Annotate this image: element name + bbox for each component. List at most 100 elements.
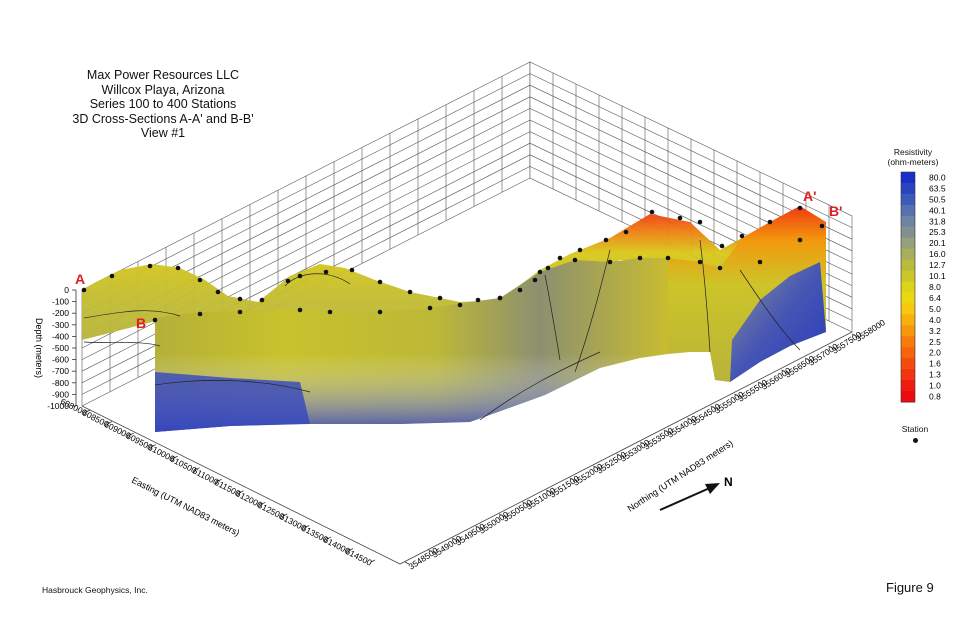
station-marker (197, 311, 203, 317)
legend-swatch (901, 270, 915, 283)
north-label: N (724, 475, 733, 489)
legend-value-label: 50.5 (929, 194, 946, 204)
legend-swatch (901, 314, 915, 326)
legend-swatch (901, 182, 915, 195)
legend-value-label: 25.3 (929, 227, 946, 237)
legend-value-label: 31.8 (929, 216, 946, 226)
legend-value-label: 0.8 (929, 392, 941, 402)
station-marker (147, 263, 153, 269)
legend-value-label: 3.2 (929, 326, 941, 336)
legend-value-label: 10.1 (929, 271, 946, 281)
station-marker (237, 296, 243, 302)
station-marker (607, 259, 613, 265)
title-line: Willcox Playa, Arizona (101, 82, 225, 97)
legend-swatch (901, 259, 915, 272)
station-marker (109, 273, 115, 279)
station-marker (81, 287, 87, 293)
legend-value-label: 16.0 (929, 249, 946, 259)
station-marker (377, 309, 383, 315)
legend-value-label: 63.5 (929, 183, 946, 193)
legend-title-line1: Resistivity (893, 147, 933, 157)
legend-swatch (901, 172, 915, 184)
legend-value-label: 80.0 (929, 172, 946, 182)
station-marker (437, 295, 443, 301)
station-marker (767, 219, 773, 225)
station-marker (577, 247, 583, 253)
legend-value-label: 1.6 (929, 359, 941, 369)
station-marker (797, 237, 803, 243)
section-right-surface (668, 206, 826, 382)
station-marker (572, 257, 578, 263)
north-arrow-icon: N (659, 475, 733, 511)
legend-title-line2: (ohm-meters) (887, 157, 939, 167)
station-marker (717, 265, 723, 271)
station-legend-label: Station (901, 424, 929, 434)
station-marker (475, 297, 481, 303)
station-marker (152, 317, 158, 323)
legend-value-label: 40.1 (929, 205, 946, 215)
station-marker (323, 269, 329, 275)
legend-title: Resistivity (ohm-meters) (878, 147, 948, 167)
legend-swatch (901, 215, 915, 228)
legend-swatch (901, 226, 915, 239)
depth-tick-label: -700 (52, 366, 69, 376)
depth-tick-label: -100 (52, 297, 69, 307)
depth-tick-label: -200 (52, 308, 69, 318)
depth-axis-label: Depth (meters) (34, 318, 44, 378)
station-marker (457, 302, 463, 308)
northing-tick-label: 3558000 (854, 317, 887, 344)
credit-text: Hasbrouck Geophysics, Inc. (42, 585, 148, 595)
label-b: B (136, 315, 146, 331)
station-marker (797, 205, 803, 211)
station-marker (349, 267, 355, 273)
station-marker (537, 269, 543, 275)
label-b-prime: B' (829, 203, 842, 219)
label-a: A (75, 271, 85, 287)
floor-outline (81, 331, 853, 565)
easting-tick-label: 614500 (344, 546, 374, 568)
depth-tick-label: 0 (64, 285, 69, 295)
legend-swatch (901, 281, 915, 293)
title-line: 3D Cross-Sections A-A' and B-B' (72, 111, 254, 126)
legend-value-label: 20.1 (929, 238, 946, 248)
station-marker (215, 289, 221, 295)
station-marker (517, 287, 523, 293)
legend-swatch (901, 336, 915, 348)
title-block: Max Power Resources LLC Willcox Playa, A… (38, 68, 288, 141)
station-marker (497, 295, 503, 301)
station-marker (297, 307, 303, 313)
station-marker (327, 309, 333, 315)
station-dot-icon (912, 438, 918, 443)
station-marker (259, 297, 265, 303)
legend-swatch (901, 380, 915, 392)
station-marker (557, 255, 563, 261)
legend-value-label: 6.4 (929, 293, 941, 303)
legend-value-label: 1.3 (929, 370, 941, 380)
station-marker (739, 233, 745, 239)
legend-swatch (901, 391, 915, 403)
title-line: View #1 (140, 126, 186, 140)
label-a-prime: A' (803, 188, 816, 204)
depth-tick-label: -900 (52, 389, 69, 399)
station-marker (677, 215, 683, 221)
section-labels: A B A' B' (75, 188, 842, 331)
depth-tick-label: -400 (52, 331, 69, 341)
legend-swatch (901, 204, 915, 217)
station-marker (665, 255, 671, 261)
legend-value-label: 4.0 (929, 315, 941, 325)
legend-swatch (901, 193, 915, 206)
title-line: Max Power Resources LLC (86, 68, 240, 82)
station-legend: Station (893, 424, 937, 443)
station-marker (697, 219, 703, 225)
station-marker (427, 305, 433, 311)
station-marker (649, 209, 655, 215)
station-marker (175, 265, 181, 271)
station-marker (637, 255, 643, 261)
station-marker (285, 278, 291, 284)
legend-swatch (901, 303, 915, 315)
figure-label: Figure 9 (886, 580, 934, 595)
station-marker (197, 277, 203, 283)
legend-value-label: 8.0 (929, 282, 941, 292)
station-marker (623, 229, 629, 235)
